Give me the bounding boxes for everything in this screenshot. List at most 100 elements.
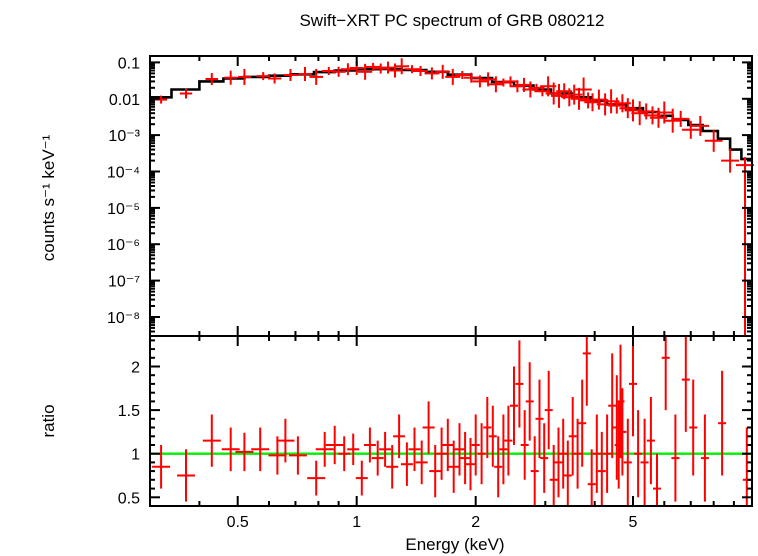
ratio-point <box>441 418 454 472</box>
bottom-plot-frame <box>149 335 753 507</box>
spectrum-point <box>256 72 270 81</box>
ratio-point <box>535 379 544 459</box>
spectrum-point <box>238 68 251 85</box>
ratio-point <box>494 436 503 498</box>
ratio-point <box>453 423 466 476</box>
spectrum-point <box>404 65 420 74</box>
ratio-point <box>563 440 572 506</box>
ratio-point <box>435 427 448 480</box>
spectrum-point <box>472 75 488 88</box>
y-tick-label: 1.5 <box>118 403 140 420</box>
ratio-point <box>661 336 670 411</box>
spectrum-point <box>205 73 219 85</box>
spectrum-point <box>365 62 381 71</box>
ratio-point <box>235 432 254 472</box>
ratio-point <box>422 401 435 454</box>
ratio-point <box>515 340 524 428</box>
ratio-point <box>603 414 612 493</box>
ratio-point <box>623 418 632 506</box>
spectrum-point <box>682 120 700 139</box>
y-tick-label: 10⁻⁶ <box>107 237 140 254</box>
ratio-point <box>221 427 240 472</box>
spectrum-point <box>424 67 440 80</box>
ratio-point <box>499 414 508 485</box>
spectrum-point <box>721 148 739 173</box>
ratio-point <box>653 453 661 506</box>
spectrum-point <box>179 88 193 99</box>
ratio-point <box>483 397 492 459</box>
ratio-point <box>578 379 587 467</box>
ratio-point <box>640 418 649 506</box>
y-tick-label: 2 <box>131 360 140 377</box>
spectrum-point <box>268 73 282 84</box>
spectrum-point <box>691 115 710 136</box>
spectrum-point <box>331 66 346 77</box>
ratio-point <box>587 449 596 506</box>
y-tick-label: 1 <box>131 447 140 464</box>
ratio-point <box>681 336 690 432</box>
ratio-point <box>544 370 553 450</box>
y-tick-label: 0.5 <box>118 490 140 507</box>
y-tick-label: 10⁻⁸ <box>107 310 140 327</box>
x-axis-label: Energy (keV) <box>405 535 504 554</box>
ratio-point <box>582 336 591 406</box>
ratio-point <box>251 427 270 472</box>
y-tick-label: 10⁻⁵ <box>107 201 140 218</box>
spectrum-point <box>575 77 592 102</box>
chart-title: Swift−XRT PC spectrum of GRB 080212 <box>299 11 604 30</box>
ratio-point <box>363 427 376 463</box>
ratio-point <box>338 436 351 472</box>
spectrum-point <box>509 80 526 93</box>
ratio-point <box>177 449 195 502</box>
ratio-point <box>268 436 287 475</box>
ratio-point <box>408 427 421 472</box>
ratio-point <box>471 414 480 476</box>
spectrum-point <box>309 68 324 85</box>
ratio-point <box>540 423 549 493</box>
spectrum-point <box>283 69 298 81</box>
spectrum-point <box>704 129 723 152</box>
ratio-point <box>700 414 709 502</box>
spectrum-point <box>463 72 479 83</box>
ratio-point <box>152 445 171 489</box>
spectrum-point <box>445 68 461 85</box>
spectrum-point <box>664 108 682 133</box>
ratio-point <box>355 460 368 496</box>
x-tick-label: 2 <box>471 514 480 531</box>
spectrum-point <box>298 67 312 81</box>
y-tick-label: 10⁻⁴ <box>107 165 140 182</box>
ratio-point <box>288 436 307 475</box>
spectrum-point <box>340 63 355 76</box>
y-tick-label: 10⁻⁷ <box>108 274 140 291</box>
ratio-point <box>459 431 472 485</box>
ratio-point <box>347 433 360 465</box>
ratio-point <box>379 431 392 467</box>
bottom-panel: 0.5 1 1.5 2 ratio <box>39 335 753 507</box>
spectrum-point <box>413 66 428 76</box>
model-step-curve <box>150 67 752 161</box>
bottom-y-axis-label: ratio <box>39 404 58 437</box>
ratio-point <box>618 388 627 476</box>
ratio-point <box>554 427 563 498</box>
spectrum-point <box>502 76 519 87</box>
ratio-point <box>559 418 568 489</box>
ratio-point <box>477 423 486 485</box>
top-y-axis-label: counts s⁻¹ keV⁻¹ <box>39 134 58 261</box>
ratio-point <box>629 336 637 437</box>
spectrum-point <box>454 71 470 79</box>
ratio-point <box>573 418 582 489</box>
ratio-point <box>393 414 406 459</box>
ratio-point <box>742 427 751 506</box>
ratio-point <box>592 414 601 493</box>
top-tick-layer: 0.1 0.01 10⁻³ 10⁻⁴ 10⁻⁵ 10⁻⁶ 10⁻⁷ 10⁻⁸ <box>107 55 752 337</box>
top-panel: 0.1 0.01 10⁻³ 10⁻⁴ 10⁻⁵ 10⁻⁶ 10⁻⁷ 10⁻⁸ counts s… <box>39 55 754 337</box>
ratio-point <box>202 414 221 467</box>
y-tick-label: 10⁻³ <box>108 128 140 145</box>
ratio-point <box>276 418 295 463</box>
model-curve-layer <box>150 67 752 161</box>
spectrum-point <box>380 61 396 74</box>
spectrum-data-layer <box>155 58 754 336</box>
ratio-point <box>307 460 326 496</box>
ratio-point <box>689 379 698 476</box>
